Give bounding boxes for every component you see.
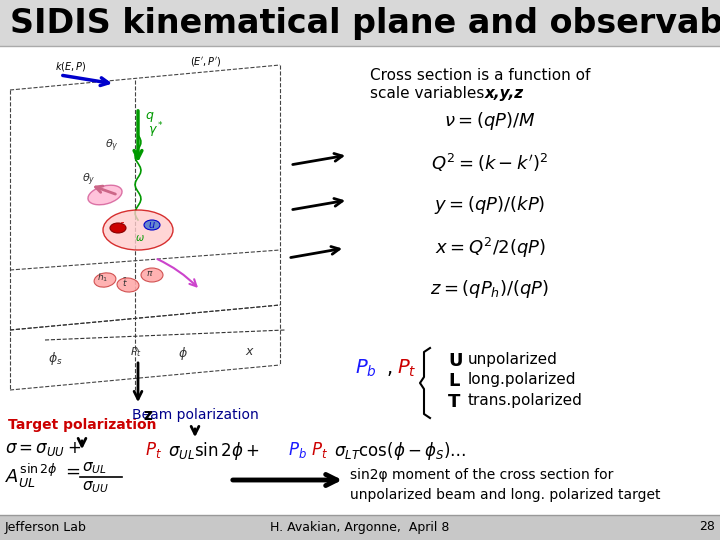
Text: $k(E,P)$: $k(E,P)$	[55, 60, 86, 73]
Text: sin2φ moment of the cross section for
unpolarized beam and long. polarized targe: sin2φ moment of the cross section for un…	[350, 468, 660, 502]
Text: H. Avakian, Argonne,  April 8: H. Avakian, Argonne, April 8	[270, 521, 450, 534]
Text: scale variables: scale variables	[370, 86, 490, 101]
Text: U: U	[448, 352, 462, 370]
Text: $\bar{u}$: $\bar{u}$	[118, 222, 126, 234]
Text: L: L	[448, 372, 459, 390]
Text: $z = (qP_h)/(qP)$: $z = (qP_h)/(qP)$	[431, 278, 549, 300]
Text: $\phi_s$: $\phi_s$	[48, 350, 63, 367]
Text: $\theta_\gamma$: $\theta_\gamma$	[105, 137, 119, 154]
Text: 28: 28	[699, 521, 715, 534]
Text: $P_b$: $P_b$	[355, 357, 377, 379]
Text: long.polarized: long.polarized	[468, 372, 577, 387]
Ellipse shape	[94, 273, 116, 287]
Text: ,: ,	[387, 359, 393, 377]
Text: $\mathbf{z}$: $\mathbf{z}$	[143, 408, 153, 423]
Text: $\sigma_{UL}$: $\sigma_{UL}$	[82, 460, 107, 476]
Text: Jefferson Lab: Jefferson Lab	[5, 521, 87, 534]
Text: Target polarization: Target polarization	[8, 418, 156, 432]
Ellipse shape	[117, 278, 139, 292]
Text: SIDIS kinematical plane and observables: SIDIS kinematical plane and observables	[10, 6, 720, 39]
Ellipse shape	[88, 185, 122, 205]
Text: T: T	[448, 393, 460, 411]
Text: $(E',P')$: $(E',P')$	[190, 55, 222, 68]
Ellipse shape	[144, 220, 160, 230]
Bar	[0, 0, 720, 46]
Ellipse shape	[141, 268, 163, 282]
Text: $\sigma_{UL}\sin 2\phi + $: $\sigma_{UL}\sin 2\phi + $	[168, 440, 259, 462]
Text: $A^{\sin 2\phi}_{UL}$: $A^{\sin 2\phi}_{UL}$	[5, 462, 58, 490]
Text: $\nu = (qP)/M$: $\nu = (qP)/M$	[444, 110, 536, 132]
Text: Beam polarization: Beam polarization	[132, 408, 258, 422]
Text: $P_t$: $P_t$	[311, 440, 328, 460]
Text: trans.polarized: trans.polarized	[468, 393, 583, 408]
Text: $\omega$: $\omega$	[135, 233, 145, 243]
Text: unpolarized: unpolarized	[468, 352, 558, 367]
Text: $x = Q^2/2(qP)$: $x = Q^2/2(qP)$	[435, 236, 545, 260]
Text: $\sigma_{UU}$: $\sigma_{UU}$	[82, 479, 109, 495]
Text: $\sigma_{LT}\cos(\phi - \phi_S)\ldots$: $\sigma_{LT}\cos(\phi - \phi_S)\ldots$	[334, 440, 467, 462]
Text: $\gamma^*$: $\gamma^*$	[148, 120, 164, 140]
Text: x,y,z: x,y,z	[485, 86, 524, 101]
Text: Cross section is a function of: Cross section is a function of	[370, 68, 590, 83]
Text: $P_t$: $P_t$	[397, 357, 417, 379]
Ellipse shape	[103, 210, 173, 250]
Text: $\phi$: $\phi$	[178, 345, 188, 362]
Text: $\bar{t}$: $\bar{t}$	[122, 276, 128, 289]
Text: $x$: $x$	[245, 345, 255, 358]
Text: $\theta_y$: $\theta_y$	[82, 171, 96, 188]
Text: $Q^2 = (k - k')^2$: $Q^2 = (k - k')^2$	[431, 152, 549, 174]
Text: $P_b$: $P_b$	[288, 440, 307, 460]
Text: $q$: $q$	[145, 110, 155, 124]
Text: $P_t$: $P_t$	[130, 345, 142, 359]
Text: $\pi$: $\pi$	[146, 268, 153, 278]
Text: $P_t$: $P_t$	[145, 440, 162, 460]
Ellipse shape	[110, 223, 126, 233]
Text: $h_1$: $h_1$	[97, 272, 108, 284]
Bar	[0, 515, 720, 540]
Text: $y = (qP)/(kP)$: $y = (qP)/(kP)$	[434, 194, 546, 216]
Text: $\sigma = \sigma_{UU} + $: $\sigma = \sigma_{UU} + $	[5, 440, 81, 458]
Text: $=$: $=$	[62, 462, 81, 480]
Text: $u$: $u$	[148, 220, 156, 230]
